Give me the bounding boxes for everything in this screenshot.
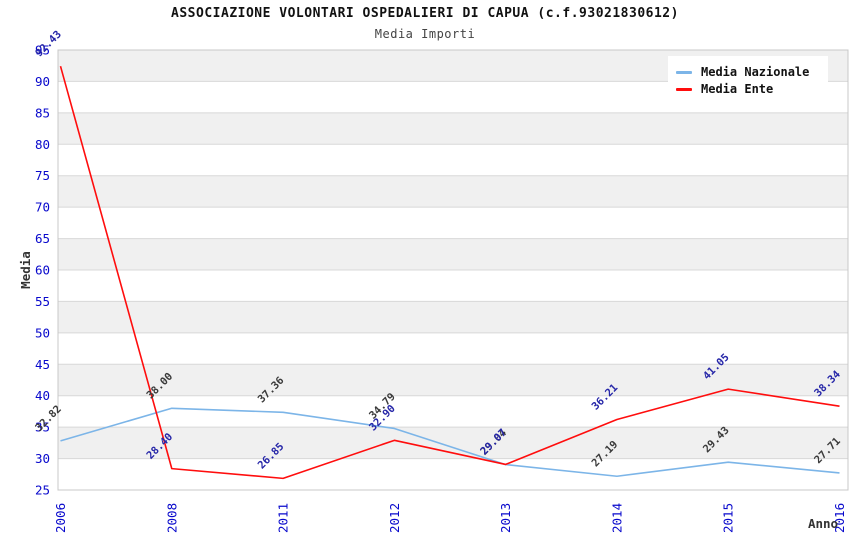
legend-label: Media Ente — [701, 82, 774, 96]
x-tick-label: 2011 — [276, 503, 291, 533]
chart-title: ASSOCIAZIONE VOLONTARI OSPEDALIERI DI CA… — [171, 6, 679, 21]
x-tick-label: 2006 — [53, 503, 68, 533]
y-tick-label: 70 — [35, 200, 50, 215]
plot-band — [58, 144, 848, 176]
y-tick-label: 45 — [35, 357, 50, 372]
y-tick-label: 80 — [35, 137, 50, 152]
plot-band — [58, 112, 848, 145]
y-tick-label: 85 — [35, 105, 50, 120]
y-tick-label: 30 — [35, 451, 50, 466]
y-tick-label: 95 — [35, 43, 50, 58]
y-axis-title: Media — [18, 251, 33, 289]
plot-band — [58, 238, 848, 270]
plot-band — [58, 207, 848, 239]
x-tick-label: 2008 — [164, 503, 179, 533]
plot-band — [58, 395, 848, 428]
plot-band — [58, 175, 848, 208]
legend-item-media-ente: Media Ente — [676, 82, 824, 96]
y-tick-label: 40 — [35, 388, 50, 403]
plot-border — [57, 49, 849, 491]
x-tick-label: 2014 — [609, 503, 624, 533]
y-tick-label: 90 — [35, 74, 50, 89]
y-tick-label: 55 — [35, 294, 50, 309]
series-line-media-nazionale — [60, 407, 840, 478]
plot-band — [58, 270, 848, 302]
y-tick-label: 25 — [35, 483, 50, 498]
series-line-media-ente — [59, 65, 840, 480]
y-tick-label: 65 — [35, 231, 50, 246]
x-tick-label: 2015 — [721, 503, 736, 533]
plot-band — [58, 332, 848, 365]
y-tick-label: 75 — [35, 168, 50, 183]
x-tick-label: 2012 — [387, 503, 402, 533]
legend: Media Nazionale Media Ente — [668, 56, 828, 104]
y-tick-label: 50 — [35, 325, 50, 340]
y-tick-label: 35 — [35, 420, 50, 435]
plot-band — [58, 301, 848, 333]
x-tick-label: 2013 — [498, 503, 513, 533]
legend-label: Media Nazionale — [701, 65, 810, 79]
media-nazionale-line-icon — [676, 70, 692, 74]
legend-item-media-nazionale: Media Nazionale — [676, 65, 824, 79]
x-tick-label: 2016 — [832, 503, 847, 533]
chart-subtitle: Media Importi — [374, 27, 476, 41]
media-ente-line-icon — [676, 87, 692, 91]
plot-band — [58, 364, 848, 396]
plot-band — [58, 458, 848, 490]
y-tick-label: 60 — [35, 263, 50, 278]
x-axis-title: Anno — [808, 516, 838, 531]
